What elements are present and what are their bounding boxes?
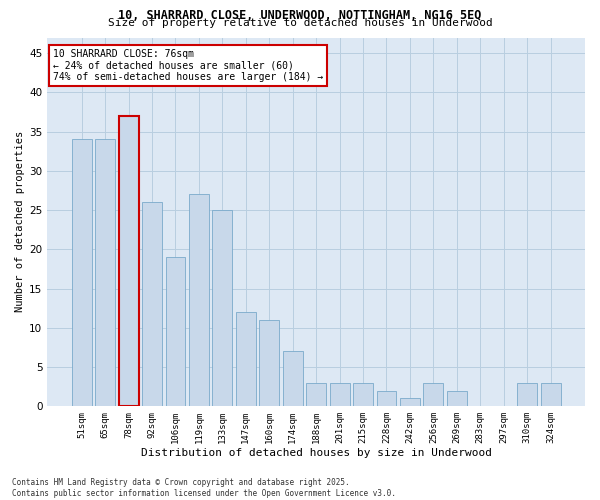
Bar — [72, 140, 92, 406]
Bar — [119, 116, 139, 406]
Y-axis label: Number of detached properties: Number of detached properties — [15, 131, 25, 312]
Text: Contains HM Land Registry data © Crown copyright and database right 2025.
Contai: Contains HM Land Registry data © Crown c… — [12, 478, 396, 498]
Text: Size of property relative to detached houses in Underwood: Size of property relative to detached ho… — [107, 18, 493, 28]
Bar — [212, 210, 232, 406]
Bar — [95, 140, 115, 406]
Bar — [259, 320, 279, 406]
Text: 10 SHARRARD CLOSE: 76sqm
← 24% of detached houses are smaller (60)
74% of semi-d: 10 SHARRARD CLOSE: 76sqm ← 24% of detach… — [53, 48, 323, 82]
X-axis label: Distribution of detached houses by size in Underwood: Distribution of detached houses by size … — [140, 448, 491, 458]
Bar — [306, 382, 326, 406]
Bar — [142, 202, 162, 406]
Bar — [447, 390, 467, 406]
Bar — [329, 382, 350, 406]
Bar — [541, 382, 560, 406]
Bar — [283, 352, 302, 406]
Bar — [424, 382, 443, 406]
Bar — [353, 382, 373, 406]
Text: 10, SHARRARD CLOSE, UNDERWOOD, NOTTINGHAM, NG16 5EQ: 10, SHARRARD CLOSE, UNDERWOOD, NOTTINGHA… — [118, 9, 482, 22]
Bar — [236, 312, 256, 406]
Bar — [166, 257, 185, 406]
Bar — [517, 382, 537, 406]
Bar — [400, 398, 420, 406]
Bar — [377, 390, 397, 406]
Bar — [189, 194, 209, 406]
